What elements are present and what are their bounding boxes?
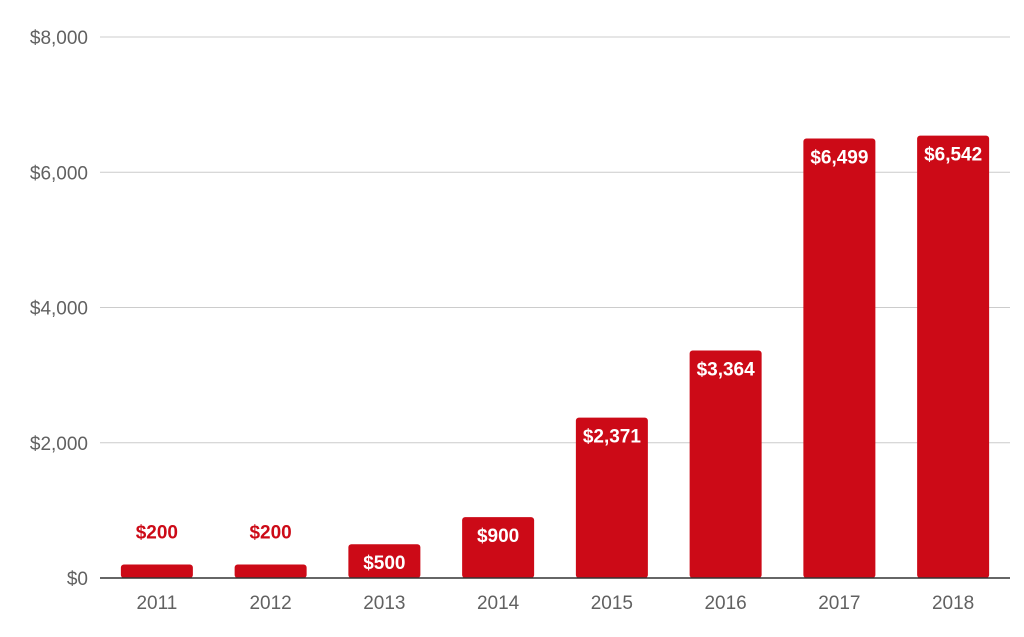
x-tick-label: 2016 bbox=[704, 593, 746, 614]
bar-2018 bbox=[917, 135, 990, 579]
x-tick-label: 2011 bbox=[136, 593, 177, 614]
y-tick-label: $0 bbox=[67, 569, 88, 590]
axes: $0 $2,000 $4,000 $6,000 $8,000 2011 2012 2013 20… bbox=[30, 28, 1010, 614]
bar-2012 bbox=[234, 564, 307, 578]
x-tick-label: 2012 bbox=[249, 593, 291, 614]
y-tick-label: $4,000 bbox=[30, 299, 88, 320]
x-tick-label: 2014 bbox=[477, 593, 520, 614]
bar-2015 bbox=[575, 417, 648, 578]
bar-2013 bbox=[348, 544, 421, 578]
data-label: $2,371 bbox=[583, 427, 642, 448]
bars bbox=[120, 135, 990, 579]
bar-2011 bbox=[120, 564, 193, 578]
x-tick-label: 2015 bbox=[591, 593, 633, 614]
data-label: $500 bbox=[363, 553, 405, 574]
bar-2016 bbox=[689, 350, 762, 578]
x-tick-label: 2018 bbox=[932, 593, 974, 614]
y-tick-label: $2,000 bbox=[30, 434, 88, 455]
data-label: $6,542 bbox=[924, 145, 982, 166]
y-tick-label: $8,000 bbox=[30, 28, 88, 49]
data-label: $3,364 bbox=[697, 360, 756, 381]
data-label: $6,499 bbox=[810, 148, 868, 169]
x-tick-label: 2017 bbox=[818, 593, 860, 614]
x-tick-label: 2013 bbox=[363, 593, 405, 614]
bar-2017 bbox=[803, 138, 876, 578]
bar-2014 bbox=[462, 517, 535, 578]
data-label: $900 bbox=[477, 526, 519, 547]
y-tick-label: $6,000 bbox=[30, 163, 88, 184]
data-label: $200 bbox=[249, 522, 291, 543]
data-labels: $200 $200 $500 $900 $2,371 $3,364 $6,499 $6,542 bbox=[136, 145, 982, 575]
data-label: $200 bbox=[136, 522, 178, 543]
